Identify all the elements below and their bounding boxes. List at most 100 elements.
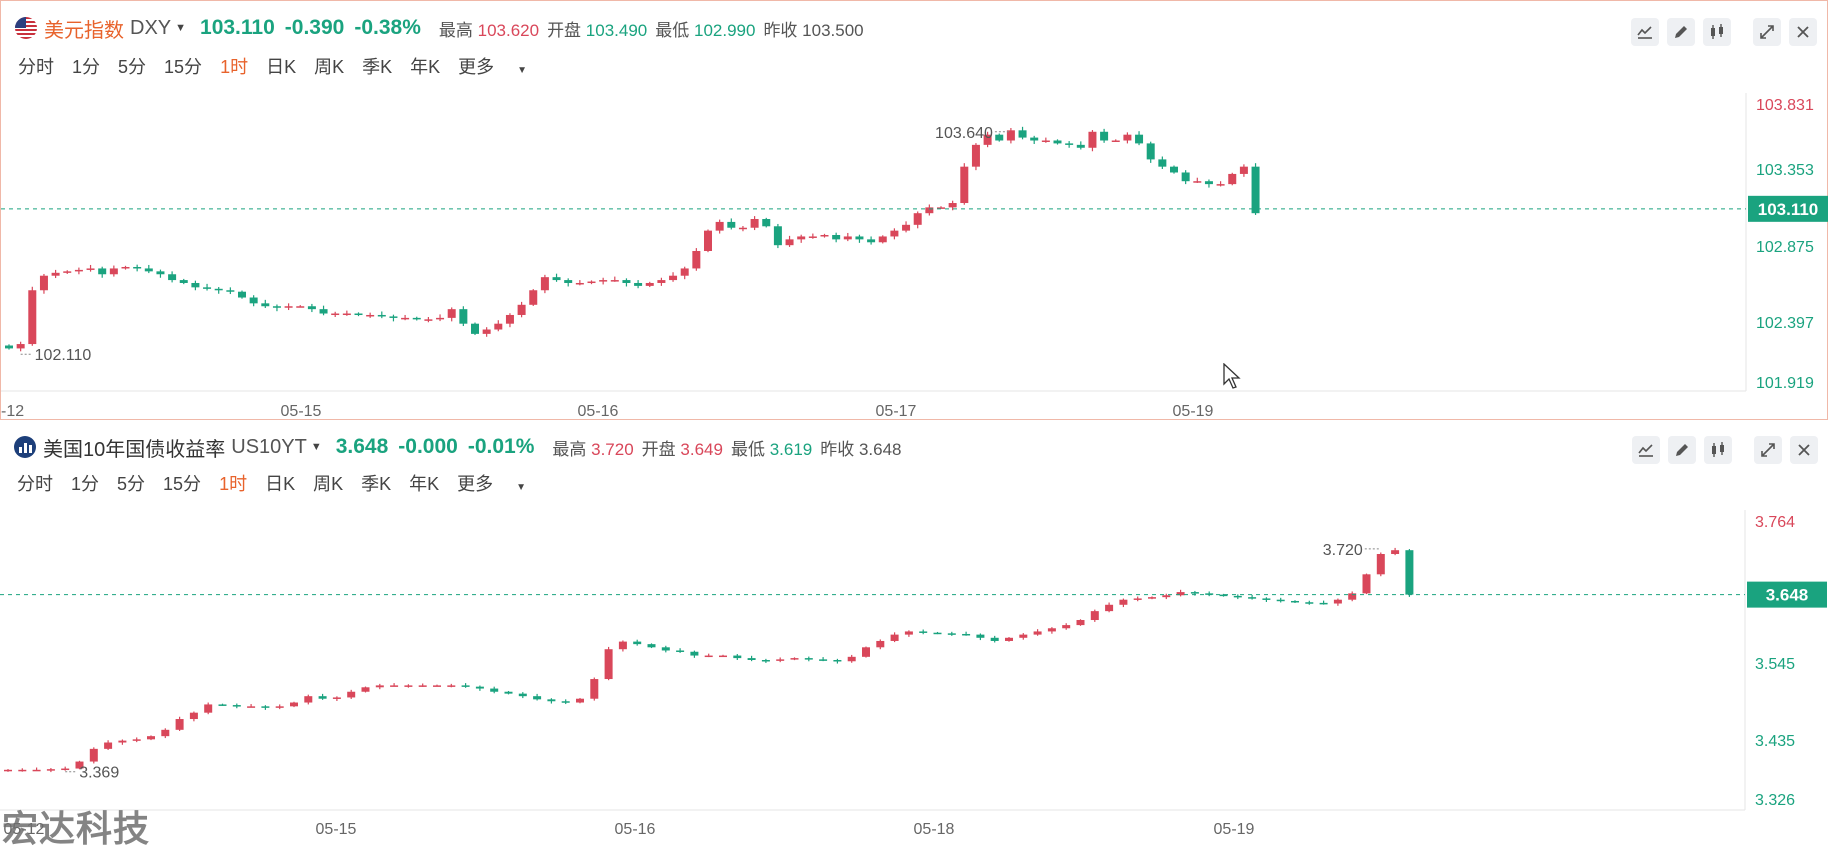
candle-body — [890, 634, 899, 641]
candle — [719, 654, 727, 658]
tab-5min[interactable]: 5分 — [117, 474, 146, 494]
candle — [104, 740, 113, 751]
period-tabs: 分时 1分 5分 15分 1时 日K 周K 季K 年K 更多 ▼ — [17, 470, 562, 496]
candle — [761, 658, 770, 663]
candle-body — [296, 306, 305, 308]
candle-body — [715, 221, 724, 231]
candle — [272, 304, 281, 312]
tab-fenshi[interactable]: 分时 — [17, 474, 53, 494]
candle-body — [738, 227, 747, 230]
candle-body — [1219, 594, 1228, 597]
tab-quarterly[interactable]: 季K — [361, 474, 392, 494]
symbol-code[interactable]: US10YT — [231, 435, 307, 458]
candle — [147, 735, 155, 741]
chevron-down-icon[interactable]: ▼ — [175, 22, 187, 34]
candle — [16, 341, 25, 352]
chevron-down-icon[interactable]: ▼ — [310, 441, 322, 453]
candle — [156, 269, 165, 278]
tab-fenshi[interactable]: 分时 — [18, 57, 54, 77]
tab-weekly[interactable]: 周K — [313, 474, 344, 494]
high-annotation: 3.720 — [1323, 542, 1363, 559]
indicator-icon[interactable] — [1631, 18, 1659, 46]
candle-body — [226, 290, 235, 292]
tab-yearly[interactable]: 年K — [410, 57, 441, 77]
candle — [690, 650, 699, 658]
tab-5min[interactable]: 5分 — [118, 57, 147, 77]
tab-1min[interactable]: 1分 — [72, 57, 101, 77]
tab-quarterly[interactable]: 季K — [362, 57, 393, 77]
candle-body — [727, 221, 736, 228]
candle-type-icon[interactable] — [1703, 18, 1731, 46]
expand-icon[interactable] — [1754, 436, 1782, 464]
candle-body — [424, 319, 433, 321]
candle-body — [833, 660, 842, 662]
candle-body — [318, 696, 327, 699]
tab-15min[interactable]: 15分 — [164, 57, 203, 77]
candle-body — [762, 219, 771, 227]
candle — [238, 290, 246, 299]
candle — [412, 316, 421, 321]
tab-15min[interactable]: 15分 — [163, 474, 202, 494]
draw-pen-icon[interactable] — [1668, 436, 1696, 464]
close-icon[interactable] — [1790, 436, 1818, 464]
candle — [1376, 552, 1385, 577]
candle-body — [1076, 620, 1085, 626]
candle-body — [144, 268, 153, 272]
candle — [1088, 130, 1097, 152]
us10yt-candlestick-chart[interactable]: 3.764 3.648 3.545 3.435 3.326 05-12 05-15 05-16… — [0, 422, 1828, 841]
candle — [133, 264, 142, 272]
tab-1hour[interactable]: 1时 — [220, 57, 249, 77]
candle — [1005, 637, 1013, 642]
x-tick-label: 05-18 — [914, 821, 955, 838]
candle — [459, 306, 468, 327]
tab-daily[interactable]: 日K — [265, 474, 296, 494]
symbol-name[interactable]: 美国10年国债收益率 — [43, 438, 226, 461]
candle-body — [354, 313, 363, 316]
indicator-icon[interactable] — [1632, 436, 1660, 464]
candle — [1348, 591, 1357, 602]
last-price: 3.648 — [335, 435, 389, 458]
tab-more[interactable]: 更多 ▼ — [458, 57, 528, 77]
tab-daily[interactable]: 日K — [266, 57, 297, 77]
candle — [232, 703, 241, 709]
candle — [995, 133, 1004, 142]
candle — [862, 646, 870, 658]
dxy-candlestick-chart[interactable]: 103.831 103.353 102.875 102.397 101.919 -12 05… — [1, 1, 1828, 421]
candle-body — [878, 236, 887, 243]
chart-toolbar — [1624, 436, 1818, 464]
candle-body — [189, 712, 198, 720]
tab-yearly[interactable]: 年K — [409, 474, 440, 494]
tab-more[interactable]: 更多 ▼ — [457, 474, 527, 494]
candle — [773, 223, 782, 249]
candle-body — [16, 344, 25, 349]
close-icon[interactable] — [1789, 18, 1817, 46]
draw-pen-icon[interactable] — [1667, 18, 1695, 46]
low-annotation: 3.369 — [79, 765, 119, 782]
candle-body — [855, 236, 864, 240]
mouse-pointer-icon — [1223, 363, 1241, 389]
candle — [990, 635, 999, 643]
candle — [366, 312, 375, 318]
candle-body — [876, 640, 885, 648]
tab-1hour[interactable]: 1时 — [219, 474, 248, 494]
candle — [361, 686, 370, 693]
candle-body — [575, 282, 584, 285]
candle — [109, 265, 118, 277]
candle-body — [1018, 130, 1027, 138]
candle — [203, 283, 212, 291]
tab-1min[interactable]: 1分 — [71, 474, 100, 494]
tab-weekly[interactable]: 周K — [314, 57, 345, 77]
symbol-name[interactable]: 美元指数 — [44, 19, 124, 42]
candle — [471, 322, 479, 336]
candle-type-icon[interactable] — [1704, 436, 1732, 464]
candle — [1248, 594, 1257, 600]
candle-body — [203, 287, 212, 289]
symbol-code[interactable]: DXY — [130, 16, 172, 39]
candle-body — [790, 658, 799, 660]
candle-body — [1033, 631, 1042, 635]
candle-body — [1047, 628, 1056, 632]
candle — [1111, 139, 1120, 142]
candle-body — [74, 269, 83, 272]
expand-icon[interactable] — [1753, 18, 1781, 46]
candle — [46, 768, 55, 773]
